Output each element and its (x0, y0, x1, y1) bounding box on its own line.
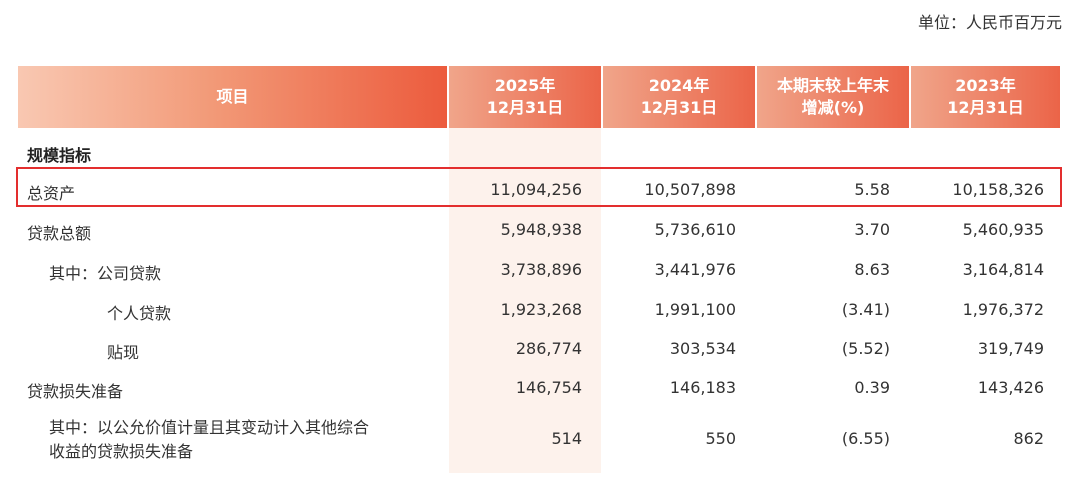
cell-2024: 3,441,976 (654, 260, 736, 279)
cell-2024: 146,183 (669, 378, 736, 397)
cell-change: (5.52) (841, 339, 890, 358)
cell-2023: 319,749 (977, 339, 1044, 358)
header-col-2023-year: 2023年 (955, 76, 1016, 95)
row-label: 个人贷款 (107, 304, 172, 323)
header-col-change: 本期末较上年末 增减(%) (757, 66, 909, 128)
cell-change: 5.58 (854, 180, 890, 199)
section-label: 规模指标 (27, 146, 92, 165)
cell-2024: 303,534 (669, 339, 736, 358)
cell-2024: 5,736,610 (654, 220, 736, 239)
header-col-2024-date: 12月31日 (640, 98, 718, 117)
cell-change: (6.55) (841, 429, 890, 448)
cell-2025: 146,754 (515, 378, 582, 397)
header-col-2025-year: 2025年 (494, 76, 556, 95)
cell-change: (3.41) (841, 300, 890, 319)
row-label: 贷款总额 (27, 224, 92, 243)
header-col-2023: 2023年 12月31日 (911, 66, 1060, 128)
cell-2023: 143,426 (977, 378, 1044, 397)
cell-2023: 862 (1013, 429, 1044, 448)
header-col-2023-date: 12月31日 (947, 98, 1024, 117)
cell-2025: 286,774 (515, 339, 582, 358)
header-col-change-line1: 本期末较上年末 (776, 76, 889, 95)
header-col-2024-year: 2024年 (648, 76, 710, 95)
cell-2025: 1,923,268 (500, 300, 582, 319)
cell-2025: 514 (551, 429, 582, 448)
cell-change: 8.63 (854, 260, 890, 279)
highlight-box-total-assets (16, 167, 1062, 207)
header-col-2024: 2024年 12月31日 (603, 66, 755, 128)
cell-2025: 5,948,938 (500, 220, 582, 239)
header-col-2025: 2025年 12月31日 (449, 66, 601, 128)
header-col-2025-date: 12月31日 (486, 98, 564, 117)
header-item: 项目 (18, 66, 447, 128)
row-label-line1: 其中：以公允价值计量且其变动计入其他综合 (49, 418, 370, 437)
cell-2025: 11,094,256 (490, 180, 582, 199)
cell-2023: 1,976,372 (962, 300, 1044, 319)
row-label: 贷款损失准备 (27, 382, 124, 401)
cell-2024: 550 (705, 429, 736, 448)
unit-label: 单位：人民币百万元 (917, 13, 1062, 32)
header-item-label: 项目 (216, 87, 249, 106)
cell-2023: 3,164,814 (962, 260, 1044, 279)
cell-change: 0.39 (854, 378, 890, 397)
highlight-column-2025 (449, 128, 601, 473)
cell-2025: 3,738,896 (500, 260, 582, 279)
row-label: 总资产 (27, 184, 76, 203)
row-label-line2: 收益的贷款损失准备 (49, 442, 194, 461)
cell-change: 3.70 (854, 220, 890, 239)
cell-2024: 1,991,100 (654, 300, 736, 319)
cell-2023: 5,460,935 (962, 220, 1044, 239)
cell-2023: 10,158,326 (952, 180, 1044, 199)
row-label: 其中：公司贷款 (49, 264, 162, 283)
cell-2024: 10,507,898 (644, 180, 736, 199)
header-col-change-line2: 增减(%) (801, 98, 865, 117)
row-label: 贴现 (107, 343, 140, 362)
